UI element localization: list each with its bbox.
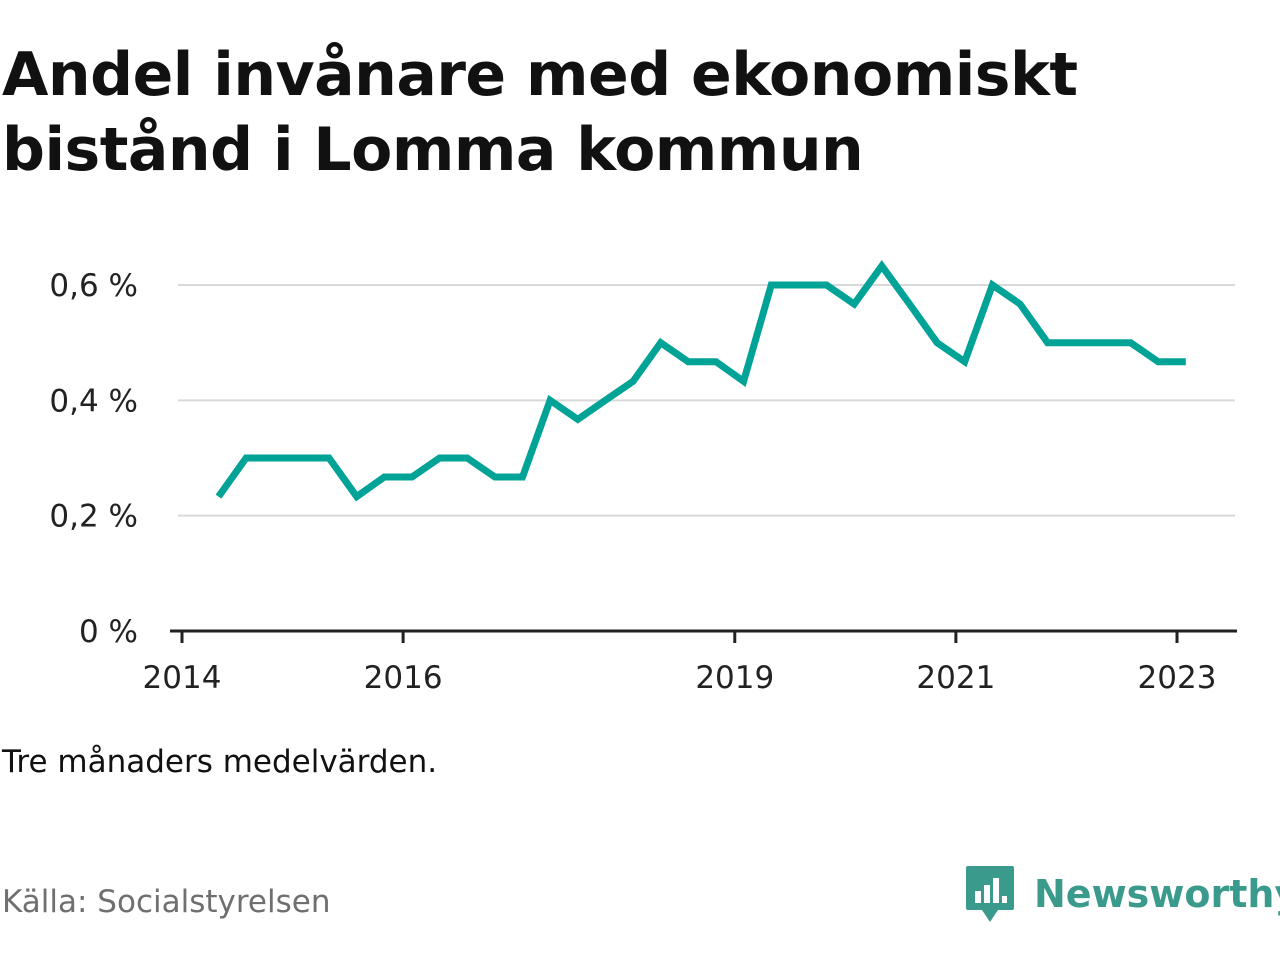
x-tick-label: 2014 — [143, 660, 222, 696]
x-axis — [170, 629, 1237, 643]
y-tick-label: 0 % — [79, 614, 138, 650]
y-tick-label: 0,2 % — [49, 499, 138, 535]
series-line — [215, 260, 1186, 502]
y-gridlines — [178, 284, 1235, 517]
x-tick-label: 2016 — [364, 660, 443, 696]
series-lomma — [215, 260, 1186, 502]
chart-note: Tre månaders medelvärden. — [2, 744, 438, 780]
x-tick-labels: 2014 2016 2019 2021 2023 — [143, 660, 1217, 696]
line-chart: 0 % 0,2 % 0,4 % 0,6 % 2014 2016 2019 2021 2023 — [49, 260, 1237, 696]
y-tick-label: 0,6 % — [49, 268, 138, 304]
y-tick-label: 0,4 % — [49, 383, 138, 419]
chart-title: Andel invånare med ekonomiskt bistånd i … — [2, 40, 1078, 185]
x-tick-label: 2023 — [1138, 660, 1217, 696]
newsworthy-logo: Newsworthy — [964, 862, 1280, 926]
source-credit: Källa: Socialstyrelsen — [2, 884, 331, 920]
x-tick-label: 2019 — [695, 660, 774, 696]
chart-bubble-icon — [966, 866, 1014, 922]
y-tick-labels: 0 % 0,2 % 0,4 % 0,6 % — [49, 268, 138, 650]
x-tick-label: 2021 — [916, 660, 995, 696]
brand-name: Newsworthy — [1034, 872, 1280, 916]
